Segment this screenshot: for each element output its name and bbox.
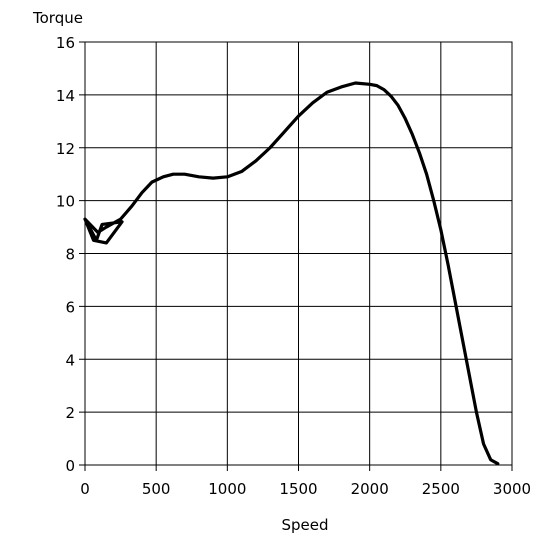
x-tick-label: 500 — [142, 480, 171, 498]
y-tick-label: 8 — [65, 246, 75, 264]
x-tick-label: 1000 — [208, 480, 246, 498]
y-tick-label: 14 — [56, 87, 75, 105]
x-tick-label: 0 — [80, 480, 90, 498]
tick-layer: 0 500 1000 1500 2000 2500 3000 0 2 4 6 8 10 12 14 16 — [56, 34, 531, 498]
y-tick-label: 12 — [56, 140, 75, 158]
grid — [84, 41, 513, 466]
y-tick-label: 6 — [65, 298, 75, 316]
series-layer — [83, 81, 500, 466]
y-tick-label: 10 — [56, 193, 75, 211]
x-axis-label: Speed — [281, 516, 328, 534]
y-tick-label: 0 — [65, 457, 75, 475]
series-line — [83, 81, 500, 466]
y-tick-label: 4 — [65, 351, 75, 369]
y-tick-label: 16 — [56, 34, 75, 52]
y-axis-label: Torque — [32, 9, 83, 27]
y-tick-label: 2 — [65, 404, 75, 422]
x-tick-label: 3000 — [493, 480, 531, 498]
x-tick-label: 2000 — [351, 480, 389, 498]
x-tick-label: 2500 — [422, 480, 460, 498]
x-tick-label: 1500 — [279, 480, 317, 498]
